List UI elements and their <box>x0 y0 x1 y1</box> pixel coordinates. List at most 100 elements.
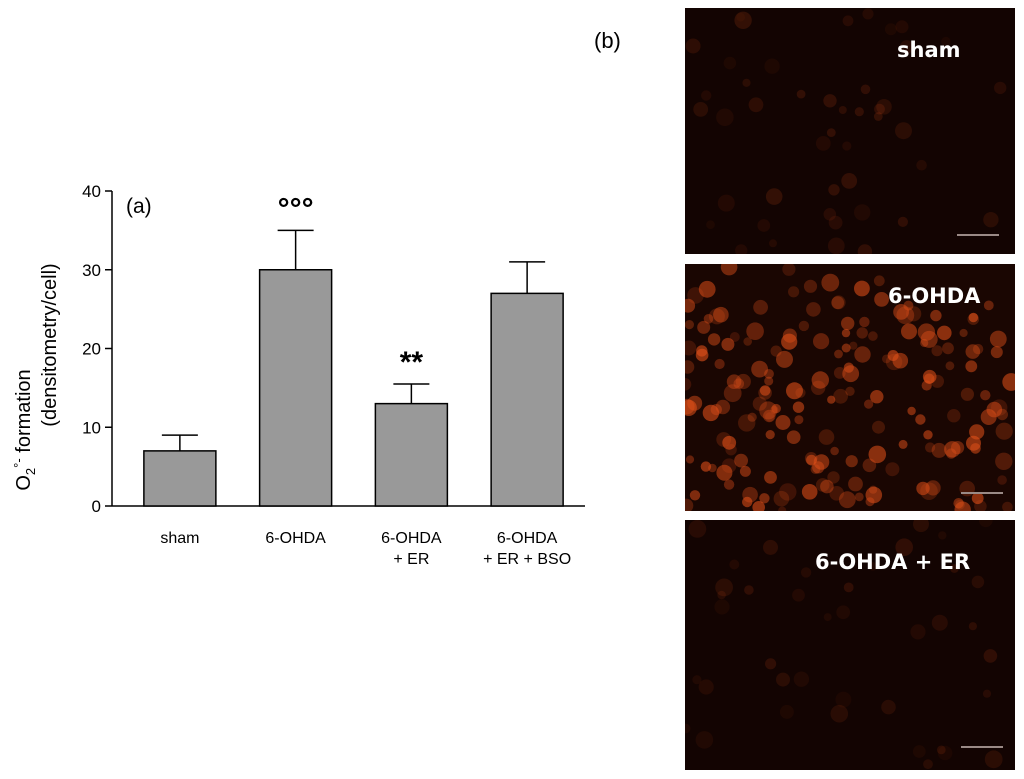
fluorescent-cell <box>827 237 845 254</box>
fluorescent-cell <box>778 506 787 511</box>
fluorescent-cell <box>838 491 856 509</box>
cell-fluorescence-sham <box>685 8 1007 254</box>
fluorescent-cell <box>823 94 837 108</box>
fluorescent-cell <box>743 337 752 346</box>
fluorescent-cell <box>685 498 694 511</box>
fluorescent-cell <box>874 103 885 115</box>
fluorescent-cell <box>833 388 848 404</box>
fluorescent-cell <box>984 750 1003 769</box>
fluorescent-cell <box>747 412 757 422</box>
fluorescent-cell <box>821 273 840 292</box>
fluorescent-cell <box>769 239 777 248</box>
fluorescent-cell <box>942 342 954 355</box>
fluorescent-cell <box>723 56 737 70</box>
cell-fluorescence-6ohda <box>685 264 1015 511</box>
fluorescent-cell <box>930 309 942 322</box>
fluorescent-cell <box>881 699 896 715</box>
fluorescent-cell <box>714 358 725 370</box>
fluorescent-cell <box>983 300 994 311</box>
fluorescent-cell <box>953 498 964 509</box>
fluorescent-cell <box>798 320 810 332</box>
fluorescent-cell <box>685 360 695 374</box>
fluorescent-cell <box>701 90 712 101</box>
fluorescent-cell <box>764 58 780 74</box>
fluorescent-cell <box>913 520 929 533</box>
fluorescent-cell <box>764 471 777 484</box>
micrograph-6ohda: 6-OHDA <box>685 264 1015 511</box>
fluorescent-cell <box>765 188 783 205</box>
fluorescent-cell <box>916 159 927 171</box>
fluorescent-cell <box>753 299 768 315</box>
fluorescent-cell <box>735 373 751 390</box>
fluorescent-cell <box>770 345 782 357</box>
fluorescent-cell <box>708 308 725 325</box>
fluorescent-cell <box>806 454 817 466</box>
fluorescent-cell <box>907 406 916 416</box>
fluorescent-cell <box>781 333 798 350</box>
fluorescent-cell <box>1002 373 1015 391</box>
fluorescent-cell <box>759 385 771 396</box>
fluorescent-cell <box>876 99 892 115</box>
fluorescent-cell <box>994 81 1007 95</box>
fluorescent-cell <box>733 378 745 389</box>
fluorescent-cell <box>854 204 871 221</box>
fluorescent-cell <box>944 441 961 458</box>
fluorescent-cell <box>820 479 834 494</box>
fluorescent-cell <box>899 40 914 54</box>
fluorescent-cell <box>983 649 998 663</box>
fluorescent-cell <box>843 582 854 593</box>
fluorescent-cell <box>1002 501 1013 511</box>
fluorescent-cell <box>734 453 748 468</box>
fluorescent-cell <box>843 362 854 373</box>
y-tick-label: 20 <box>82 340 101 359</box>
fluorescent-cell <box>806 302 821 317</box>
fluorescent-cell <box>751 360 768 378</box>
fluorescent-cell <box>827 395 836 404</box>
fluorescent-cell <box>980 390 991 401</box>
bar <box>374 402 449 507</box>
fluorescent-cell <box>685 320 694 330</box>
fluorescent-cell <box>972 343 984 355</box>
fluorescent-cell <box>813 454 830 470</box>
fluorescent-cell <box>721 337 735 351</box>
fluorescent-cell <box>965 360 978 373</box>
fluorescent-cell <box>885 462 900 477</box>
fluorescent-cell <box>865 486 883 504</box>
fluorescent-cell <box>872 420 885 434</box>
fluorescent-cell <box>864 399 874 409</box>
fluorescent-cell <box>748 97 764 113</box>
fluorescent-cell <box>841 173 858 189</box>
fluorescent-cell <box>842 15 854 27</box>
x-category-label: sham <box>160 530 199 547</box>
fluorescent-cell <box>854 346 871 363</box>
fluorescent-cell <box>803 279 818 293</box>
fluorescent-cell <box>697 320 711 334</box>
fluorescent-cell <box>970 443 981 454</box>
fluorescent-cell <box>792 588 805 602</box>
fluorescent-cell <box>868 445 887 464</box>
fluorescent-cell <box>813 333 830 350</box>
fluorescent-cell <box>729 559 740 570</box>
fluorescent-cell <box>845 455 858 468</box>
fluorescent-cell <box>828 215 843 230</box>
fluorescent-cell <box>738 414 756 432</box>
fluorescent-cell <box>854 280 870 297</box>
fluorescent-cell <box>800 567 812 578</box>
micrograph-label-sham: sham <box>897 38 961 62</box>
fluorescent-cell <box>735 244 748 254</box>
fluorescent-cell <box>786 382 803 400</box>
x-category-label: 6-OHDA <box>265 530 326 547</box>
fluorescent-cell <box>775 415 791 430</box>
fluorescent-cell <box>695 731 714 749</box>
fluorescent-cell <box>941 36 951 47</box>
fluorescent-cell <box>868 331 878 341</box>
fluorescent-cell <box>698 679 714 695</box>
y-axis-title-superscript: °- <box>11 458 26 468</box>
fluorescent-cell <box>742 486 758 503</box>
fluorescent-cell <box>720 264 738 276</box>
micrograph-label-6ohda: 6-OHDA <box>888 284 981 308</box>
fluorescent-cell <box>896 306 915 325</box>
fluorescent-cell <box>995 422 1013 440</box>
fluorescent-cell <box>968 312 979 323</box>
fluorescent-cell <box>696 345 708 357</box>
